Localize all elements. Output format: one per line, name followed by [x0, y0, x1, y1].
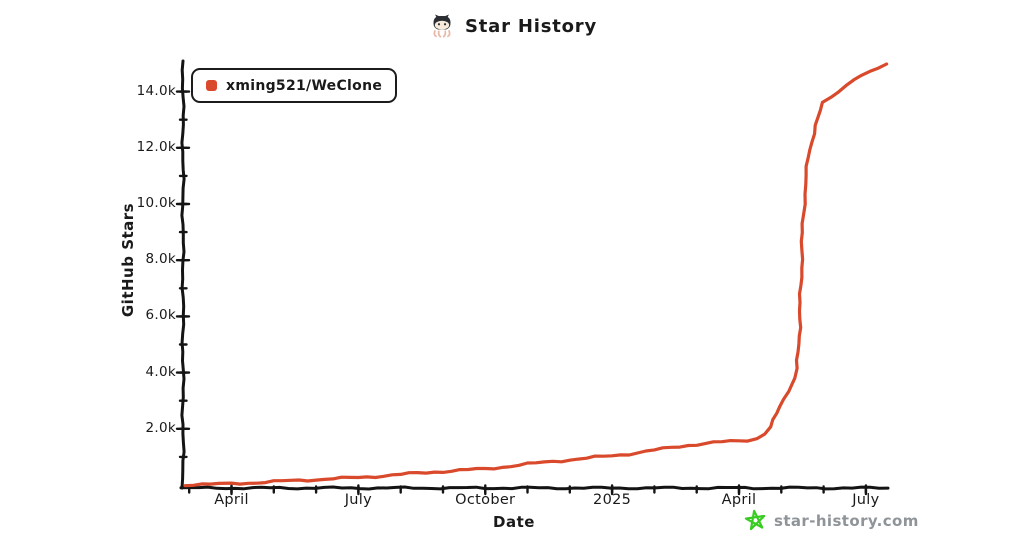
legend-marker-icon: [206, 80, 217, 91]
star-icon: [744, 509, 767, 532]
octocat-icon: [429, 13, 455, 39]
y-tick-label: 14.0k: [136, 82, 176, 99]
y-tick-label: 6.0k: [145, 307, 176, 324]
legend: xming521/WeClone: [191, 68, 398, 103]
watermark-link[interactable]: star-history.com: [744, 509, 919, 532]
y-tick-label: 8.0k: [145, 251, 176, 268]
x-axis-title: Date: [493, 513, 535, 531]
legend-series-label: xming521/WeClone: [226, 77, 383, 94]
watermark-text: star-history.com: [774, 511, 919, 530]
y-tick-label: 10.0k: [136, 195, 176, 211]
y-tick-label: 4.0k: [145, 363, 176, 380]
x-tick-label: October: [455, 492, 516, 508]
page-title: Star History: [465, 15, 597, 37]
y-tick-label: 2.0k: [145, 419, 176, 436]
x-tick-label: April: [214, 492, 249, 508]
x-tick-label: 2025: [593, 492, 632, 508]
y-tick-label: 12.0k: [136, 138, 176, 155]
x-tick-label: July: [852, 492, 880, 508]
x-tick-label: July: [344, 492, 373, 508]
x-tick-label: April: [721, 492, 757, 508]
chart-title-row: Star History: [0, 13, 1026, 39]
